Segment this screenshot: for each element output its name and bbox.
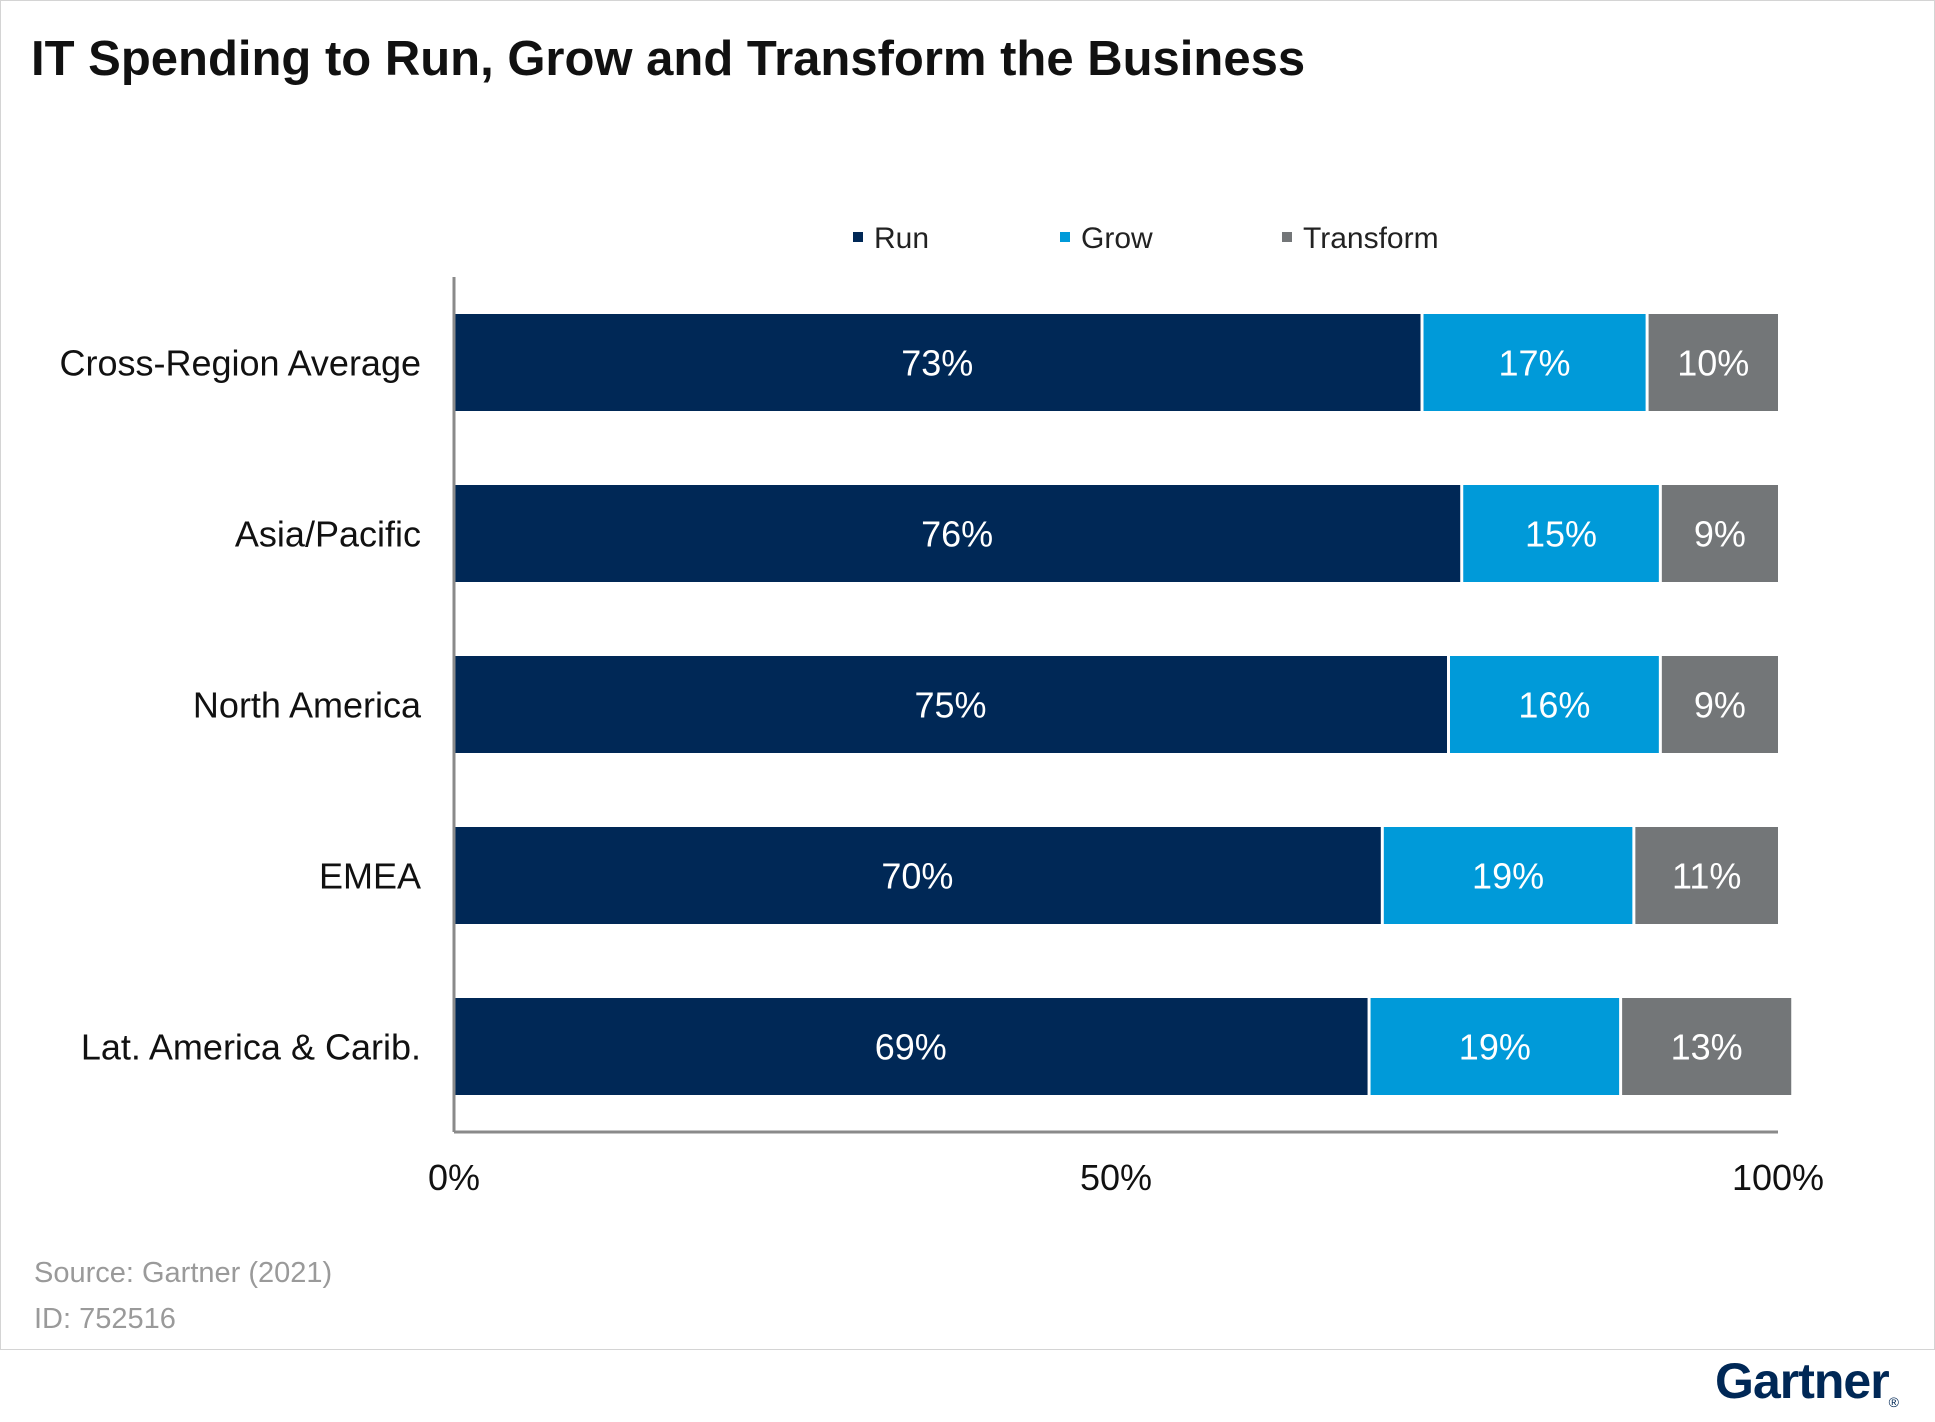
- legend-label-transform: Transform: [1303, 222, 1439, 255]
- chart-bars: 73% 17% 10% 76% 15% 9% 75% 16% 9% 70% 19% 11% 69% 19%…: [454, 314, 1792, 1095]
- legend-swatch-run: [853, 232, 863, 242]
- x-tick-label: 0%: [428, 1157, 480, 1198]
- bar-transform: [1661, 656, 1778, 753]
- category-label: EMEA: [319, 856, 421, 897]
- data-label-grow: 17%: [1499, 343, 1571, 384]
- bar-run: [454, 314, 1421, 411]
- category-label: North America: [193, 685, 422, 726]
- data-label-transform: 9%: [1694, 685, 1746, 726]
- source-note: Source: Gartner (2021): [34, 1257, 333, 1289]
- data-label-run: 75%: [914, 685, 986, 726]
- legend-swatch-grow: [1060, 232, 1070, 242]
- data-label-transform: 13%: [1671, 1027, 1743, 1068]
- data-label-grow: 16%: [1518, 685, 1590, 726]
- chart-title: IT Spending to Run, Grow and Transform t…: [31, 32, 1306, 86]
- data-label-run: 76%: [921, 514, 993, 555]
- data-label-grow: 19%: [1459, 1027, 1531, 1068]
- data-label-transform: 9%: [1694, 514, 1746, 555]
- x-tick-label: 100%: [1732, 1157, 1824, 1198]
- gartner-logo: Gartner®: [1715, 1352, 1899, 1410]
- bar-transform: [1661, 485, 1778, 582]
- bar-transform: [1648, 314, 1778, 411]
- logo-text: Gartner: [1715, 1353, 1890, 1409]
- category-labels: Cross-Region Average Asia/Pacific North Am…: [59, 343, 422, 1068]
- data-label-run: 69%: [875, 1027, 947, 1068]
- registered-mark: ®: [1888, 1394, 1899, 1410]
- legend-label-run: Run: [874, 222, 929, 255]
- data-label-run: 73%: [901, 343, 973, 384]
- bar-run: [454, 998, 1368, 1095]
- bar-grow: [1383, 827, 1633, 924]
- bar-transform: [1635, 827, 1778, 924]
- figure-id: ID: 752516: [34, 1303, 176, 1335]
- data-label-transform: 11%: [1672, 856, 1741, 897]
- chart-axes: [452, 277, 1778, 1134]
- bar-run: [454, 827, 1381, 924]
- bar-grow: [1423, 314, 1646, 411]
- category-label: Asia/Pacific: [235, 514, 421, 555]
- bar-transform: [1622, 998, 1792, 1095]
- chart-legend: Run Grow Transform: [853, 222, 1439, 255]
- bar-run: [454, 485, 1461, 582]
- category-label: Lat. America & Carib.: [81, 1027, 421, 1068]
- bar-grow: [1463, 485, 1659, 582]
- bar-grow: [1370, 998, 1620, 1095]
- bar-run: [454, 656, 1447, 753]
- chart-frame: IT Spending to Run, Grow and Transform t…: [0, 0, 1935, 1350]
- data-label-grow: 15%: [1525, 514, 1597, 555]
- category-label: Cross-Region Average: [59, 343, 421, 384]
- legend-swatch-transform: [1282, 232, 1292, 242]
- data-label-run: 70%: [881, 856, 953, 897]
- data-label-grow: 19%: [1472, 856, 1544, 897]
- chart-area: Run Grow Transform 73% 17% 10% 76% 15% 9% 75% 16%…: [59, 222, 1824, 1198]
- bar-grow: [1450, 656, 1659, 753]
- x-tick-label: 50%: [1080, 1157, 1152, 1198]
- x-tick-labels: 0% 50% 100%: [428, 1157, 1824, 1198]
- legend-label-grow: Grow: [1081, 222, 1153, 255]
- data-label-transform: 10%: [1677, 343, 1749, 384]
